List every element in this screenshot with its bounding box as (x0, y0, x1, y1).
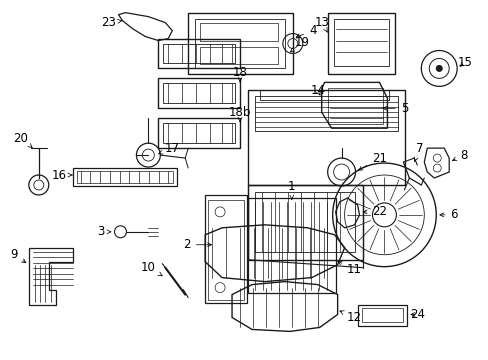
Text: 24: 24 (409, 308, 424, 321)
Bar (77, 171, 173, 183)
Text: 18b: 18b (228, 106, 251, 122)
Bar (254, 192, 354, 252)
Text: 15: 15 (457, 56, 471, 69)
Bar (195, 19, 285, 68)
Bar (158, 118, 240, 148)
Bar (163, 123, 235, 143)
Bar (163, 84, 235, 103)
Bar (327, 13, 395, 75)
Text: 7: 7 (413, 141, 422, 161)
Circle shape (435, 66, 441, 71)
Bar (205, 195, 246, 302)
Text: 10: 10 (141, 261, 162, 276)
Text: 13: 13 (314, 16, 328, 32)
Bar (357, 305, 407, 327)
Text: 20: 20 (13, 132, 32, 148)
Bar (254, 96, 398, 131)
Text: 21: 21 (358, 152, 386, 170)
Bar (327, 88, 383, 124)
Text: 8: 8 (451, 149, 467, 162)
Text: 17: 17 (159, 141, 180, 155)
Bar (158, 39, 240, 68)
Bar (247, 90, 405, 185)
Text: 9: 9 (10, 248, 26, 263)
Text: 23: 23 (101, 16, 122, 29)
Text: 5: 5 (382, 102, 407, 115)
Bar (247, 198, 335, 293)
Bar (333, 19, 388, 67)
Text: 2: 2 (183, 238, 211, 251)
Text: 16: 16 (51, 168, 72, 181)
Bar (158, 78, 240, 108)
Text: 18: 18 (232, 66, 247, 82)
Bar (361, 307, 403, 323)
Text: 22: 22 (363, 205, 386, 219)
Bar (200, 23, 277, 41)
Bar (163, 44, 235, 63)
Text: 19: 19 (290, 36, 308, 52)
Text: 1: 1 (287, 180, 295, 199)
Text: 12: 12 (339, 311, 361, 324)
Text: 6: 6 (439, 208, 457, 221)
Bar (247, 185, 362, 260)
Bar (200, 46, 277, 64)
Bar (208, 200, 244, 300)
Text: 11: 11 (337, 261, 361, 276)
Bar (188, 13, 292, 75)
Text: 4: 4 (296, 24, 316, 37)
Bar (73, 168, 177, 186)
Text: 14: 14 (309, 84, 325, 97)
Bar (260, 90, 388, 100)
Text: 3: 3 (97, 225, 111, 238)
